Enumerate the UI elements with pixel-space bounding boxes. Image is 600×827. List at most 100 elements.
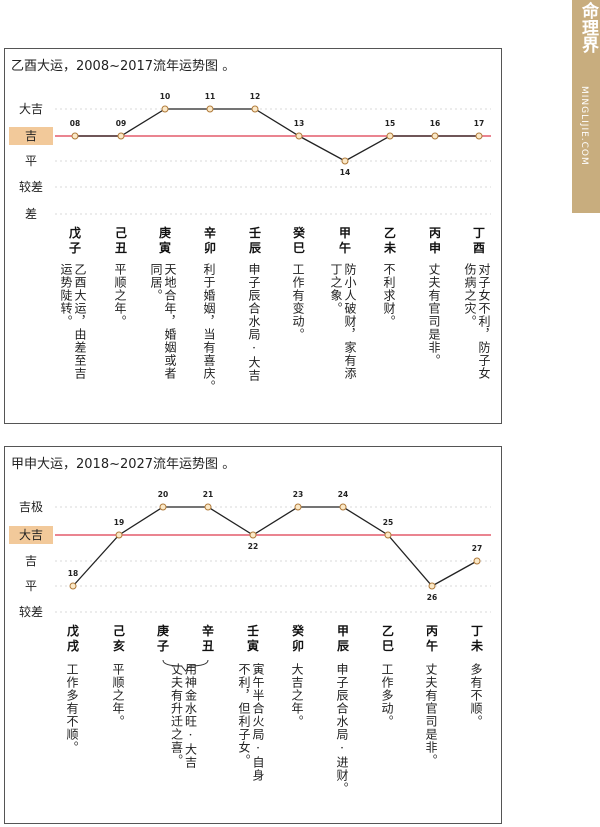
data-point	[117, 132, 125, 140]
brand-site: MINGLIJIE.COM	[579, 86, 589, 166]
data-point	[69, 582, 77, 590]
point-label: 26	[427, 593, 437, 602]
year-label: 壬 辰	[248, 226, 261, 255]
y-level-label: 差	[24, 207, 37, 221]
y-level-label: 吉	[9, 127, 53, 145]
year-label: 丙 午	[425, 624, 438, 653]
point-label: 24	[338, 490, 348, 499]
point-label: 08	[70, 119, 80, 128]
year-label: 辛 卯	[203, 226, 216, 255]
year-label: 壬 寅	[246, 624, 259, 653]
point-label: 20	[158, 490, 168, 499]
y-level-label: 大吉	[9, 526, 53, 544]
data-point	[206, 105, 214, 113]
data-point	[386, 132, 394, 140]
year-label: 癸 巳	[292, 226, 305, 255]
year-note: 申子辰合水局·进财。	[335, 663, 349, 795]
data-point	[161, 105, 169, 113]
y-level-label: 较差	[18, 605, 43, 619]
y-level-label: 平	[24, 579, 37, 593]
y-level-label: 大吉	[18, 102, 43, 116]
point-label: 15	[385, 119, 395, 128]
point-label: 18	[68, 569, 78, 578]
data-point	[431, 132, 439, 140]
series-line	[72, 506, 478, 587]
point-label: 16	[430, 119, 440, 128]
data-point	[339, 503, 347, 511]
chart-panel-1: 乙酉大运，2008~2017流年运势图 。 08 09 10 11 12 13 14 15 16…	[4, 48, 502, 424]
point-label: 23	[293, 490, 303, 499]
point-label: 09	[116, 119, 126, 128]
year-note: 对子女不利，防子女 伤病之灾。	[463, 263, 491, 380]
year-note: 防小人破财，家有添 丁之象。	[329, 263, 357, 380]
year-label: 丁 酉	[472, 226, 485, 255]
chart-title: 乙酉大运，2008~2017流年运势图 。	[11, 59, 236, 74]
data-point	[295, 132, 303, 140]
data-point	[115, 531, 123, 539]
year-note: 申子辰合水局·大吉	[247, 263, 261, 382]
data-point	[159, 503, 167, 511]
point-label: 11	[205, 92, 215, 101]
year-note: 工作有变动。	[291, 263, 305, 341]
data-point	[475, 132, 483, 140]
year-note: 寅午半合火局·自身 不利，但利子女。	[237, 663, 265, 782]
point-label: 22	[248, 542, 258, 551]
year-note: 平顺之年。	[113, 263, 127, 328]
year-label: 己 亥	[112, 624, 125, 653]
year-note: 平顺之年。	[111, 663, 125, 728]
year-label: 庚 寅	[158, 226, 171, 255]
year-label: 甲 辰	[336, 624, 349, 653]
y-level-label: 平	[24, 154, 37, 168]
point-label: 25	[383, 518, 393, 527]
point-label: 10	[160, 92, 170, 101]
point-label: 17	[474, 119, 484, 128]
point-label: 21	[203, 490, 213, 499]
data-point	[341, 157, 349, 165]
data-point	[71, 132, 79, 140]
year-note: 多有不顺。	[469, 663, 483, 728]
data-point	[428, 582, 436, 590]
year-note: 丈夫有官司是非。	[427, 263, 441, 367]
year-note: 不利求财。	[382, 263, 396, 328]
year-note: 大吉之年。	[290, 663, 304, 728]
point-label: 12	[250, 92, 260, 101]
year-note: 天地合年，婚姻或者 同居。	[149, 263, 177, 380]
year-label: 己 丑	[114, 226, 127, 255]
data-point	[249, 531, 257, 539]
year-note: 工作多动。	[380, 663, 394, 728]
year-label: 戊 戌	[66, 624, 79, 653]
year-label: 庚 子	[156, 624, 169, 653]
chart-panel-2: 甲申大运，2018~2027流年运势图 。 18 19 20 21 22 23 24 25 26…	[4, 446, 502, 824]
line-chart: 18 19 20 21 22 23 24 25 26 27	[55, 490, 491, 672]
data-point	[384, 531, 392, 539]
year-label: 乙 未	[383, 226, 396, 255]
year-label: 丁 未	[470, 624, 483, 653]
data-point	[251, 105, 259, 113]
year-label: 癸 卯	[291, 624, 304, 653]
year-note: 乙酉大运，由差至吉 运势陡转。	[59, 263, 87, 380]
chart-title: 甲申大运，2018~2027流年运势图 。	[11, 457, 236, 472]
year-note: 利于婚姻，当有喜庆。	[202, 263, 216, 393]
year-label: 戊 子	[68, 226, 81, 255]
point-label: 27	[472, 544, 482, 553]
y-level-label: 吉	[24, 554, 37, 568]
year-note: 丈夫有官司是非。	[424, 663, 438, 767]
data-point	[473, 557, 481, 565]
y-level-label: 较差	[18, 180, 43, 194]
year-note: 用神金水旺·大吉 丈夫有升迁之喜。	[169, 663, 198, 769]
point-label: 13	[294, 119, 304, 128]
brand-sidebar: 命理界 MINGLIJIE.COM	[572, 0, 600, 213]
group-brace	[162, 659, 209, 672]
year-label: 丙 申	[428, 226, 441, 255]
brand-logo: 命理界	[578, 2, 598, 53]
year-label: 甲 午	[338, 226, 351, 255]
data-point	[204, 503, 212, 511]
year-label: 乙 巳	[381, 624, 394, 653]
year-note: 工作多有不顺。	[65, 663, 79, 754]
point-label: 19	[114, 518, 124, 527]
line-chart: 08 09 10 11 12 13 14 15 16 17	[55, 92, 491, 215]
data-point	[294, 503, 302, 511]
year-label: 辛 丑	[201, 624, 214, 653]
point-label: 14	[340, 168, 350, 177]
y-level-label: 吉极	[18, 500, 43, 514]
